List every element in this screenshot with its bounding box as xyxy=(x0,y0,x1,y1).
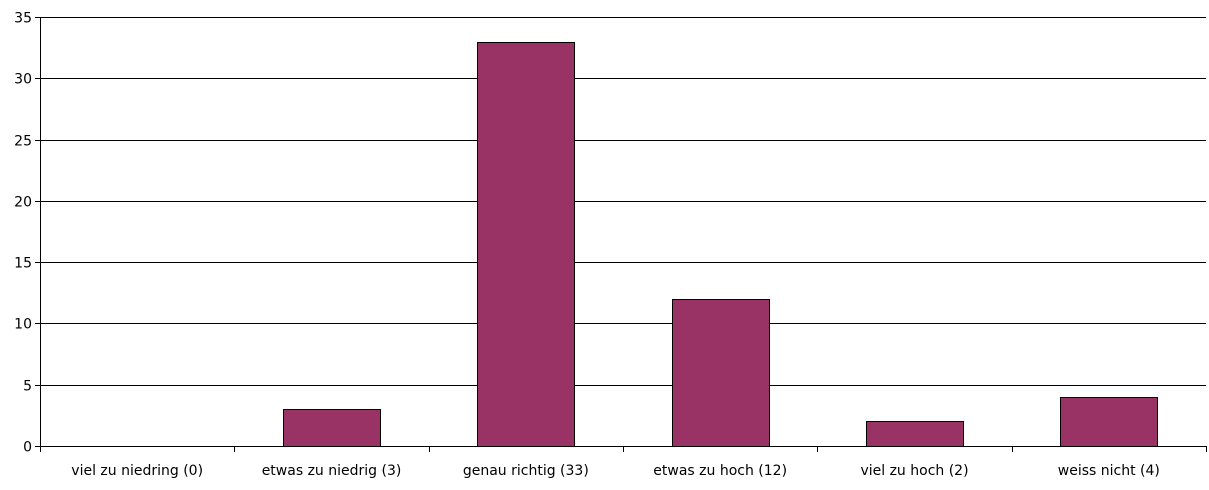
x-category-label: viel zu niedring (0) xyxy=(71,463,203,479)
y-tick-labels: 0 5 10 15 20 25 30 35 xyxy=(14,11,40,456)
axes xyxy=(40,17,1206,447)
gridlines xyxy=(40,17,1206,386)
bar xyxy=(1060,397,1158,447)
x-category-label: genau richtig (33) xyxy=(463,463,589,479)
x-category-label: etwas zu hoch (12) xyxy=(653,463,787,479)
y-tick-label: 20 xyxy=(14,195,32,211)
y-tick-label: 15 xyxy=(14,256,32,272)
y-tick-label: 5 xyxy=(23,379,32,395)
x-category-label: viel zu hoch (2) xyxy=(860,463,968,479)
bar xyxy=(672,299,770,447)
x-category-label: weiss nicht (4) xyxy=(1058,463,1160,479)
y-tick-label: 0 xyxy=(23,440,32,456)
x-tick-labels: viel zu niedring (0) etwas zu niedrig (3)… xyxy=(40,446,1207,479)
bar xyxy=(866,421,964,447)
bars xyxy=(283,42,1158,447)
y-tick-label: 30 xyxy=(14,72,32,88)
y-tick-label: 10 xyxy=(14,317,32,333)
x-category-label: etwas zu niedrig (3) xyxy=(262,463,402,479)
y-tick-label: 35 xyxy=(14,11,32,27)
bar xyxy=(477,42,575,447)
bar xyxy=(283,409,381,447)
y-tick-label: 25 xyxy=(14,134,32,150)
